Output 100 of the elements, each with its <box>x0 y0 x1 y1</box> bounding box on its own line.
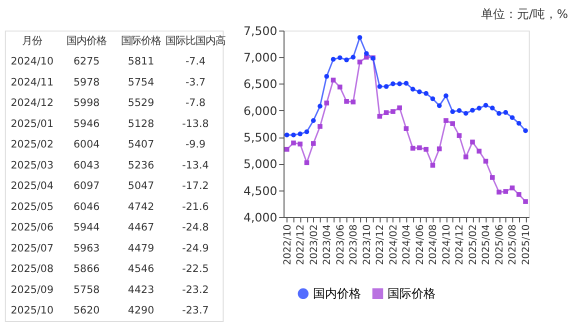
text: 4742 <box>128 200 154 213</box>
point <box>523 128 528 134</box>
text: 单位：元/吨，% <box>480 6 568 21</box>
text: 2025/08 <box>10 263 54 276</box>
text: 2024/11 <box>10 76 54 88</box>
point <box>291 140 296 146</box>
point <box>357 60 362 64</box>
point <box>490 106 495 110</box>
point <box>344 99 349 104</box>
point <box>510 115 515 120</box>
x-tick-label: 2024/08 <box>428 224 440 266</box>
point <box>456 133 462 138</box>
text: 5047 <box>128 180 154 192</box>
x-tick-label: 2022/10 <box>282 224 294 266</box>
text: 4290 <box>128 304 154 317</box>
point <box>330 56 336 62</box>
text: 5128 <box>128 118 154 130</box>
text: -3.7 <box>185 76 206 88</box>
text: -7.4 <box>185 56 206 68</box>
text: 5236 <box>128 159 154 172</box>
point <box>483 102 488 108</box>
point <box>318 104 322 109</box>
point <box>463 154 468 160</box>
point <box>284 146 290 152</box>
point <box>450 109 456 114</box>
text: 国际价格 <box>121 34 162 47</box>
text: 5758 <box>73 284 100 296</box>
x-tick-label: 2024/06 <box>414 224 426 266</box>
point <box>404 80 409 86</box>
text: 2025/02 <box>10 138 54 151</box>
x-tick-label: 2023/04 <box>322 224 334 266</box>
y-tick-label: 7,000 <box>243 50 278 65</box>
y-tick-label: 5,500 <box>243 130 278 145</box>
point <box>510 186 515 190</box>
point <box>470 108 475 113</box>
point <box>397 81 402 86</box>
point <box>417 89 422 94</box>
point <box>324 100 330 106</box>
text: -24.9 <box>182 242 209 254</box>
text: -22.5 <box>182 263 209 276</box>
text: 5946 <box>73 118 100 130</box>
text: 5866 <box>73 263 100 276</box>
text: 5978 <box>73 76 100 88</box>
text: 5754 <box>128 76 154 88</box>
text: 2025/04 <box>10 180 54 192</box>
point <box>310 118 316 123</box>
y-tick-label: 6,000 <box>243 104 278 118</box>
point <box>496 190 502 195</box>
point <box>424 146 428 152</box>
text: 6097 <box>73 180 100 192</box>
point <box>444 118 448 123</box>
text: 4467 <box>128 222 154 234</box>
text: 6046 <box>73 200 100 213</box>
x-tick-label: 2024/02 <box>388 224 400 266</box>
text: 2024/12 <box>10 97 54 110</box>
text: 5944 <box>73 222 100 234</box>
y-tick-label: 4,000 <box>243 210 278 224</box>
x-tick-label: 2023/12 <box>375 224 386 266</box>
text: 5998 <box>73 97 100 110</box>
point <box>476 106 482 111</box>
point <box>476 148 482 154</box>
point <box>330 78 336 83</box>
point <box>298 142 303 146</box>
point <box>404 126 409 131</box>
point <box>390 109 396 114</box>
text: 2025/10 <box>10 304 54 317</box>
text: 2025/07 <box>10 242 54 254</box>
legend-label: 国际价格 <box>388 286 436 301</box>
text: 国内价格 <box>66 34 107 47</box>
point <box>424 91 428 96</box>
point <box>436 146 442 152</box>
x-tick-label: 2022/12 <box>296 224 307 266</box>
point <box>338 55 342 60</box>
point <box>390 81 396 86</box>
point <box>490 175 495 180</box>
text: 6043 <box>73 159 100 172</box>
point <box>318 124 322 129</box>
point <box>503 189 508 194</box>
text: -13.8 <box>182 118 209 130</box>
point <box>384 110 389 115</box>
point <box>350 100 356 104</box>
point <box>450 121 456 126</box>
x-tick-label: 2025/08 <box>508 224 519 266</box>
text: 4423 <box>128 284 154 296</box>
point <box>417 145 422 150</box>
legend-label: 国内价格 <box>312 286 361 301</box>
text: -23.2 <box>182 284 209 296</box>
text: 4546 <box>128 263 154 276</box>
text: 月份 <box>22 34 42 47</box>
text: 2025/09 <box>10 284 54 296</box>
x-tick-label: 2023/06 <box>335 224 346 266</box>
x-tick-label: 2024/04 <box>402 224 413 266</box>
point <box>291 132 296 138</box>
text: -13.4 <box>182 159 209 172</box>
point <box>430 96 436 102</box>
point <box>357 35 362 40</box>
point <box>324 74 330 79</box>
x-tick-label: 2025/10 <box>520 224 532 266</box>
point <box>503 110 508 115</box>
text: 6004 <box>73 138 100 151</box>
